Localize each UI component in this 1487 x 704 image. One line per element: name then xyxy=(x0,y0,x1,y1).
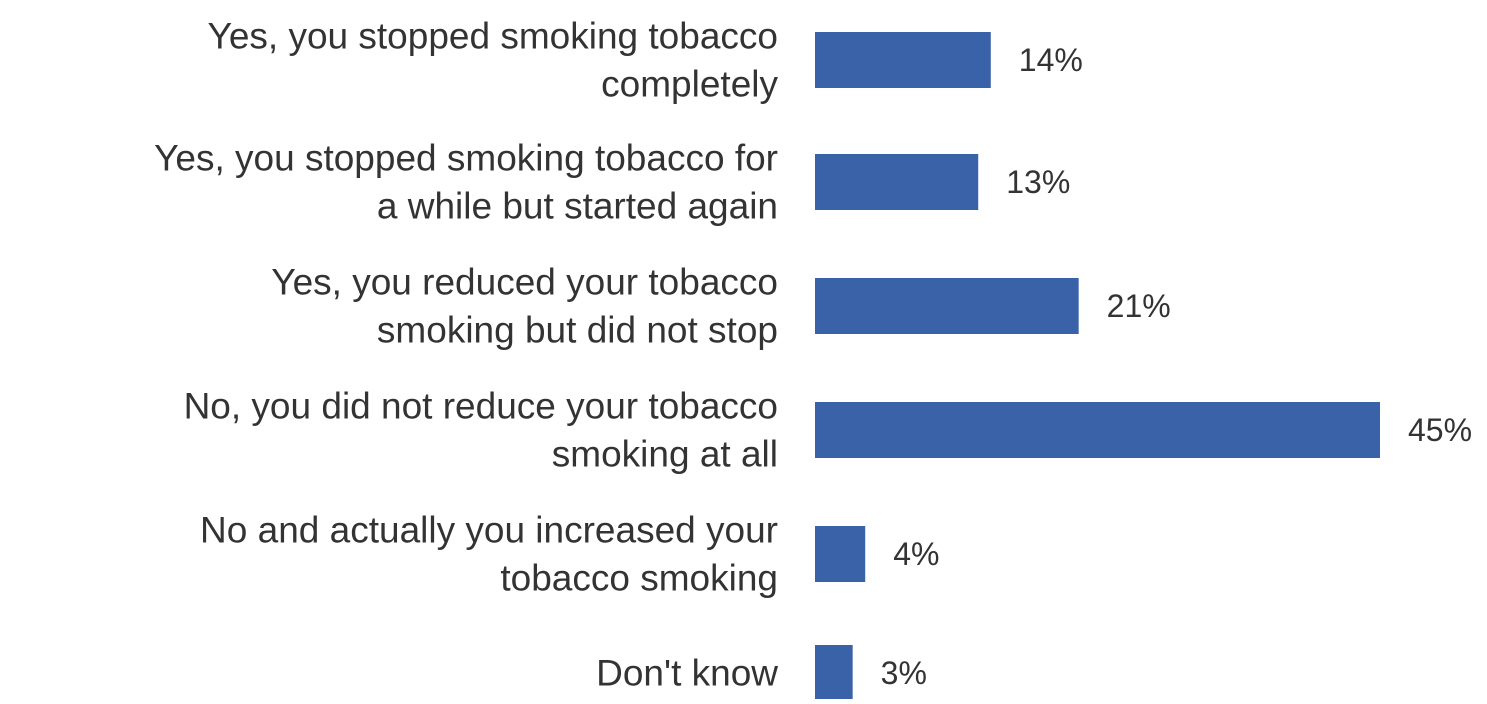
value-labels-layer: 14% 13% 21% 45% 4% 3% xyxy=(881,42,1472,691)
category-label-1-line-1: Yes, you stopped smoking tobacco xyxy=(208,16,778,57)
bar-2 xyxy=(815,154,979,210)
category-label-5: No and actually you increased your tobacc… xyxy=(200,510,778,599)
bar-1 xyxy=(815,32,991,88)
category-label-2-line-2: a while but started again xyxy=(377,186,778,227)
category-label-2-line-1: Yes, you stopped smoking tobacco for xyxy=(154,138,778,179)
category-label-6-line-1: Don't know xyxy=(596,653,778,694)
value-label-5: 4% xyxy=(893,536,939,572)
category-label-5-line-1: No and actually you increased your xyxy=(200,510,778,551)
category-label-3-line-1: Yes, you reduced your tobacco xyxy=(271,262,778,303)
bars-layer xyxy=(815,32,1380,701)
category-label-4-line-1: No, you did not reduce your tobacco xyxy=(184,386,778,427)
bar-4 xyxy=(815,402,1380,458)
value-label-1: 14% xyxy=(1019,42,1083,78)
category-labels-layer: Yes, you stopped smoking tobacco complete… xyxy=(154,16,778,694)
category-label-3-line-2: smoking but did not stop xyxy=(377,310,778,351)
category-label-3: Yes, you reduced your tobacco smoking but… xyxy=(271,262,778,351)
category-label-4-line-2: smoking at all xyxy=(552,434,778,475)
category-label-1: Yes, you stopped smoking tobacco complete… xyxy=(208,16,779,105)
bar-3 xyxy=(815,278,1079,334)
bar-5 xyxy=(815,526,866,582)
value-label-2: 13% xyxy=(1006,164,1070,200)
category-label-5-line-2: tobacco smoking xyxy=(500,558,778,599)
bar-6 xyxy=(815,645,853,701)
category-label-2: Yes, you stopped smoking tobacco for a wh… xyxy=(154,138,778,227)
category-label-6: Don't know xyxy=(596,653,778,694)
category-label-4: No, you did not reduce your tobacco smoki… xyxy=(184,386,778,475)
value-label-6: 3% xyxy=(881,655,927,691)
value-label-3: 21% xyxy=(1107,288,1171,324)
value-label-4: 45% xyxy=(1408,412,1472,448)
category-label-1-line-2: completely xyxy=(601,64,778,105)
